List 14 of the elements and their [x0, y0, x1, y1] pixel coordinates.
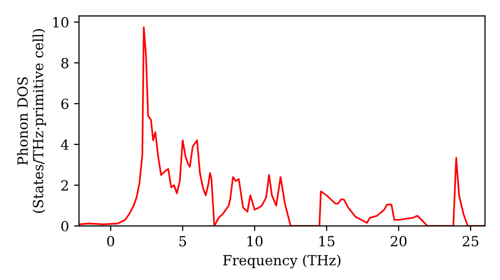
- y-tick-label: 2: [61, 180, 68, 190]
- y-tick-label: 4: [60, 139, 69, 150]
- x-tick-label: 5: [179, 236, 186, 246]
- y-tick-label: 8: [61, 58, 68, 68]
- x-tick-label: 20: [390, 236, 407, 246]
- y-axis-title: Phonon DOS (States/THz·primitive cell): [17, 29, 46, 213]
- x-tick-label: 15: [319, 236, 334, 246]
- x-axis-title: Frequency (THz): [223, 254, 340, 268]
- y-tick-label: 0: [61, 220, 68, 232]
- x-tick-label: 25: [462, 236, 478, 246]
- x-tick-label: 10: [248, 236, 263, 246]
- x-tick-label: 0: [107, 236, 114, 246]
- y-tick-label: 6: [61, 98, 68, 110]
- y-tick-label: 10: [53, 17, 68, 28]
